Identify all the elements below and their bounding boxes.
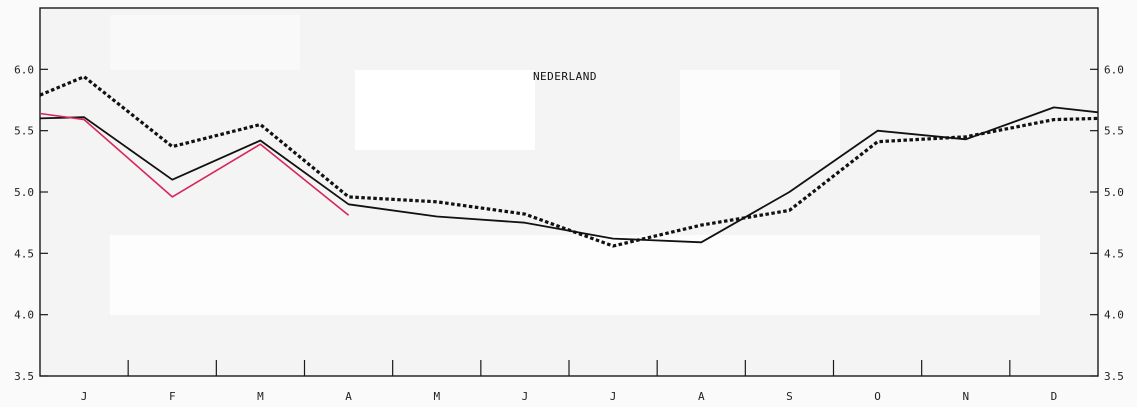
y-tick-label-left: 4.0 — [14, 309, 34, 322]
y-tick-label-left: 6.0 — [14, 63, 34, 76]
x-tick-label: J — [81, 390, 88, 403]
y-tick-label-right: 6.0 — [1104, 63, 1124, 76]
y-tick-label-right: 3.5 — [1104, 370, 1124, 383]
y-axis-left: 3.5 4.0 4.5 5.0 5.5 6.0 — [14, 63, 48, 383]
x-tick-label: O — [874, 390, 881, 403]
plot-background — [40, 8, 1098, 376]
x-tick-label: N — [962, 390, 969, 403]
y-tick-label-left: 5.0 — [14, 186, 34, 199]
y-tick-label-left: 3.5 — [14, 370, 34, 383]
x-tick-label: D — [1051, 390, 1058, 403]
y-tick-label-right: 5.0 — [1104, 186, 1124, 199]
series-line-2 — [39, 75, 1099, 248]
y-tick-label-right: 4.0 — [1104, 309, 1124, 322]
x-tick-label: J — [610, 390, 617, 403]
y-axis-right: 3.5 4.0 4.5 5.0 5.5 6.0 — [1090, 63, 1124, 383]
series-line-3 — [39, 112, 350, 216]
series-layer — [39, 75, 1099, 248]
y-tick-label-left: 4.5 — [14, 247, 34, 260]
y-tick-label-left: 5.5 — [14, 125, 34, 138]
x-tick-label: S — [786, 390, 793, 403]
y-tick-label-right: 4.5 — [1104, 247, 1124, 260]
x-tick-label: F — [169, 390, 176, 403]
chart-title: NEDERLAND — [533, 70, 597, 83]
y-tick-label-right: 5.5 — [1104, 125, 1124, 138]
x-tick-label: M — [433, 390, 440, 403]
x-tick-label: M — [257, 390, 264, 403]
x-tick-label: A — [345, 390, 352, 403]
x-tick-label: A — [698, 390, 705, 403]
x-tick-label: J — [522, 390, 529, 403]
